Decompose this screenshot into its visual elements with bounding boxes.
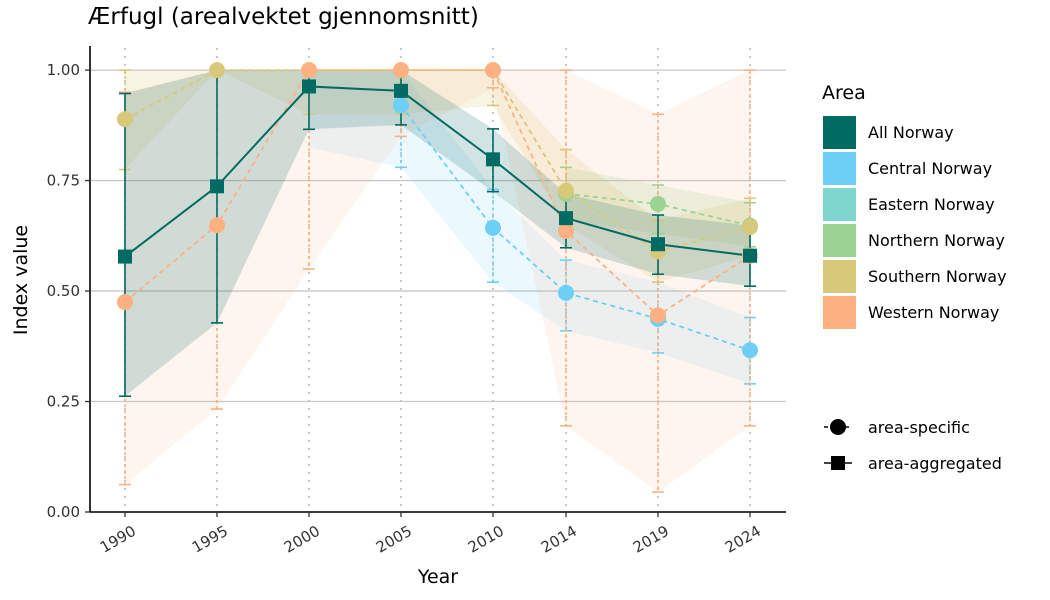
x-tick-label-1995: 1995 [189, 522, 231, 557]
y-tick-label-0.50: 0.50 [47, 282, 80, 300]
x-axis-title: Year [417, 566, 458, 588]
legend-key-central-norway [823, 152, 856, 185]
x-tick-label-2019: 2019 [630, 522, 672, 557]
x-tick-label-2014: 2014 [538, 522, 580, 557]
point-central-norway-2014 [558, 284, 574, 301]
ci-band-all-norway [125, 70, 750, 397]
legend-key-all-norway [823, 116, 856, 149]
legend-key-northern-norway [823, 224, 856, 257]
point-western-norway-1995 [209, 217, 225, 234]
x-tick-label-1990: 1990 [97, 522, 139, 557]
legend-shape-marker-area-aggregated [831, 456, 845, 470]
y-axis-title: Index value [10, 225, 32, 335]
point-all-norway-1995 [210, 179, 224, 194]
point-western-norway-2010 [485, 62, 501, 79]
legend-key-southern-norway [823, 260, 856, 293]
chart-title: Ærfugl (arealvektet gjennomsnitt) [88, 4, 479, 30]
ci-band-central-norway [309, 70, 750, 384]
point-western-norway-1990 [117, 294, 133, 311]
point-central-norway-2005 [393, 97, 409, 114]
legend-label-southern-norway: Southern Norway [868, 267, 1007, 286]
point-southern-norway-2014 [558, 182, 574, 199]
legend-title: Area [822, 82, 866, 104]
point-southern-norway-1990 [117, 111, 133, 128]
x-tick-label-2005: 2005 [373, 522, 415, 557]
point-western-norway-2000 [301, 62, 317, 79]
x-tick-label-2010: 2010 [465, 522, 507, 557]
y-tick-label-0.00: 0.00 [47, 503, 80, 521]
legend-key-eastern-norway [823, 188, 856, 221]
point-western-norway-2014 [558, 222, 574, 239]
point-all-norway-2019 [651, 237, 665, 252]
x-tick-label-2024: 2024 [722, 522, 764, 557]
point-all-norway-2014 [559, 211, 573, 226]
legend-key-western-norway [823, 296, 856, 329]
point-all-norway-2010 [486, 152, 500, 167]
y-tick-label-0.25: 0.25 [47, 393, 80, 411]
x-tick-label-2000: 2000 [281, 522, 323, 557]
point-all-norway-2000 [302, 79, 316, 94]
point-central-norway-2024 [742, 342, 758, 359]
ci-band-southern-norway [125, 70, 750, 283]
legend-label-all-norway: All Norway [868, 123, 954, 142]
point-layer [117, 62, 758, 359]
point-western-norway-2005 [393, 62, 409, 79]
series-line-all-norway [124, 85, 751, 258]
point-all-norway-1990 [118, 249, 132, 264]
series-line-central-norway [400, 104, 751, 352]
point-all-norway-2005 [394, 83, 408, 98]
point-central-norway-2010 [485, 219, 501, 236]
point-western-norway-2019 [650, 307, 666, 324]
y-tick-label-0.75: 0.75 [47, 172, 80, 190]
legend-shape-label-area-specific: area-specific [868, 418, 970, 437]
legend-label-eastern-norway: Eastern Norway [868, 195, 995, 214]
legend-label-central-norway: Central Norway [868, 159, 992, 178]
legend-shape-label-area-aggregated: area-aggregated [868, 454, 1002, 473]
point-all-norway-2024 [743, 248, 757, 263]
ci-band-layer [125, 70, 750, 493]
point-southern-norway-2024 [742, 218, 758, 235]
legend-label-northern-norway: Northern Norway [868, 231, 1005, 250]
series-line-southern-norway [124, 69, 751, 253]
legend-shape-marker-area-specific [830, 419, 846, 435]
ci-band-western-norway [125, 70, 750, 493]
legend-label-western-norway: Western Norway [868, 303, 999, 322]
y-tick-label-1.00: 1.00 [47, 61, 80, 79]
point-southern-norway-1995 [209, 62, 225, 79]
point-northern-norway-2019 [650, 195, 666, 212]
